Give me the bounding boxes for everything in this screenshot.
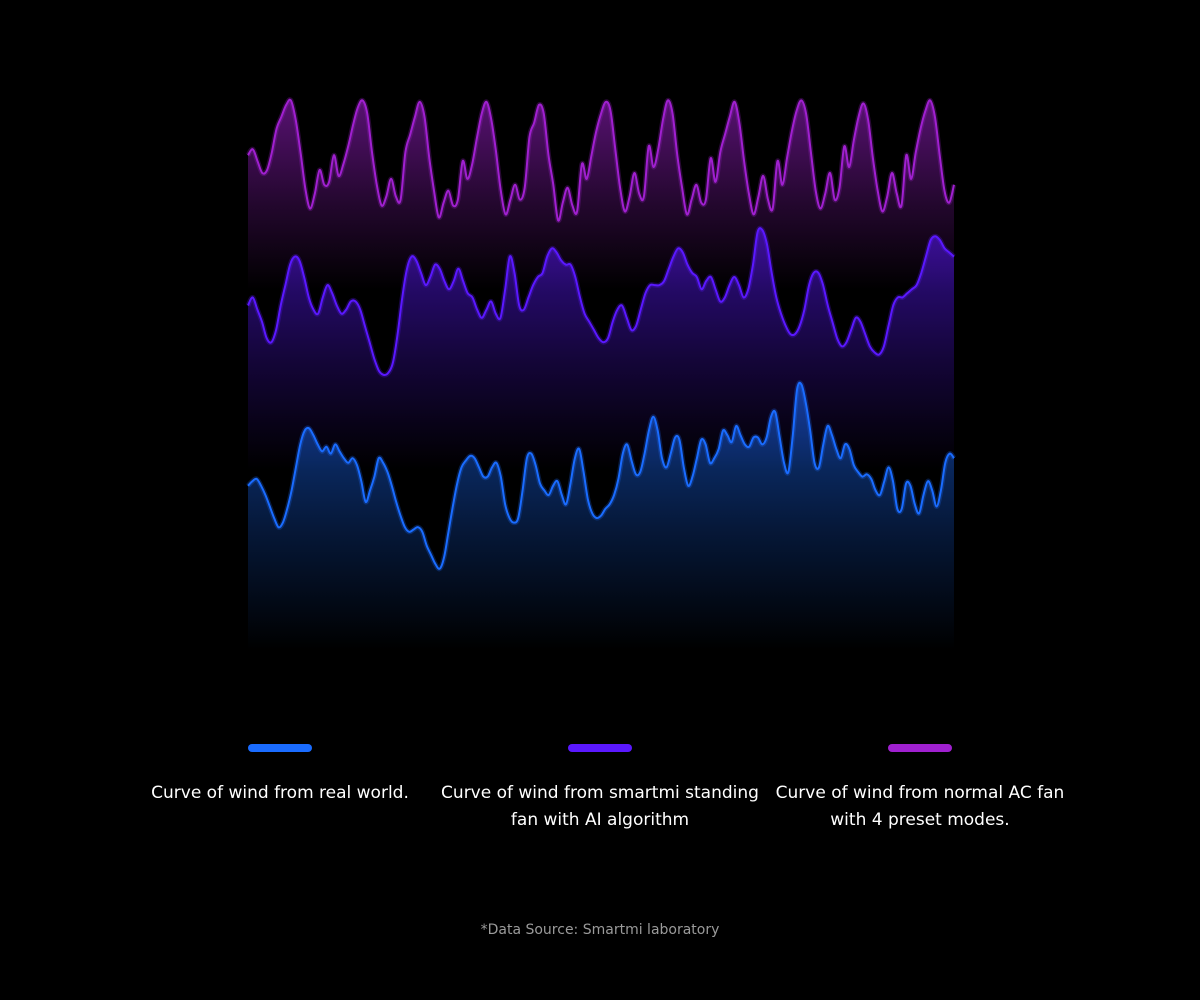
data-source-note: *Data Source: Smartmi laboratory xyxy=(480,922,720,938)
series-layer xyxy=(245,97,957,650)
area-fill-smartmi-ai xyxy=(248,228,954,470)
legend-label-real-world: Curve of wind from real world. xyxy=(151,783,409,803)
legend-label-smartmi-ai: Curve of wind from smartmi standing fan … xyxy=(441,783,759,830)
legend-label-normal-ac-fan: Curve of wind from normal AC fan with 4 … xyxy=(775,783,1065,830)
legend-item-normal-ac-fan: Curve of wind from normal AC fan with 4 … xyxy=(760,744,1080,834)
legend-item-smartmi-ai: Curve of wind from smartmi standing fan … xyxy=(440,744,760,834)
series-line-real-world xyxy=(247,381,955,570)
legend-swatch-smartmi-ai xyxy=(568,744,632,752)
series-line-normal-ac-fan xyxy=(247,98,955,222)
area-fill-normal-ac-fan xyxy=(248,99,954,291)
legend-swatch-real-world xyxy=(248,744,312,752)
legend-swatch-normal-ac-fan xyxy=(888,744,952,752)
series-line-smartmi-ai xyxy=(247,227,955,376)
wind-curves-chart xyxy=(245,97,957,650)
legend-item-real-world: Curve of wind from real world. xyxy=(120,744,440,807)
